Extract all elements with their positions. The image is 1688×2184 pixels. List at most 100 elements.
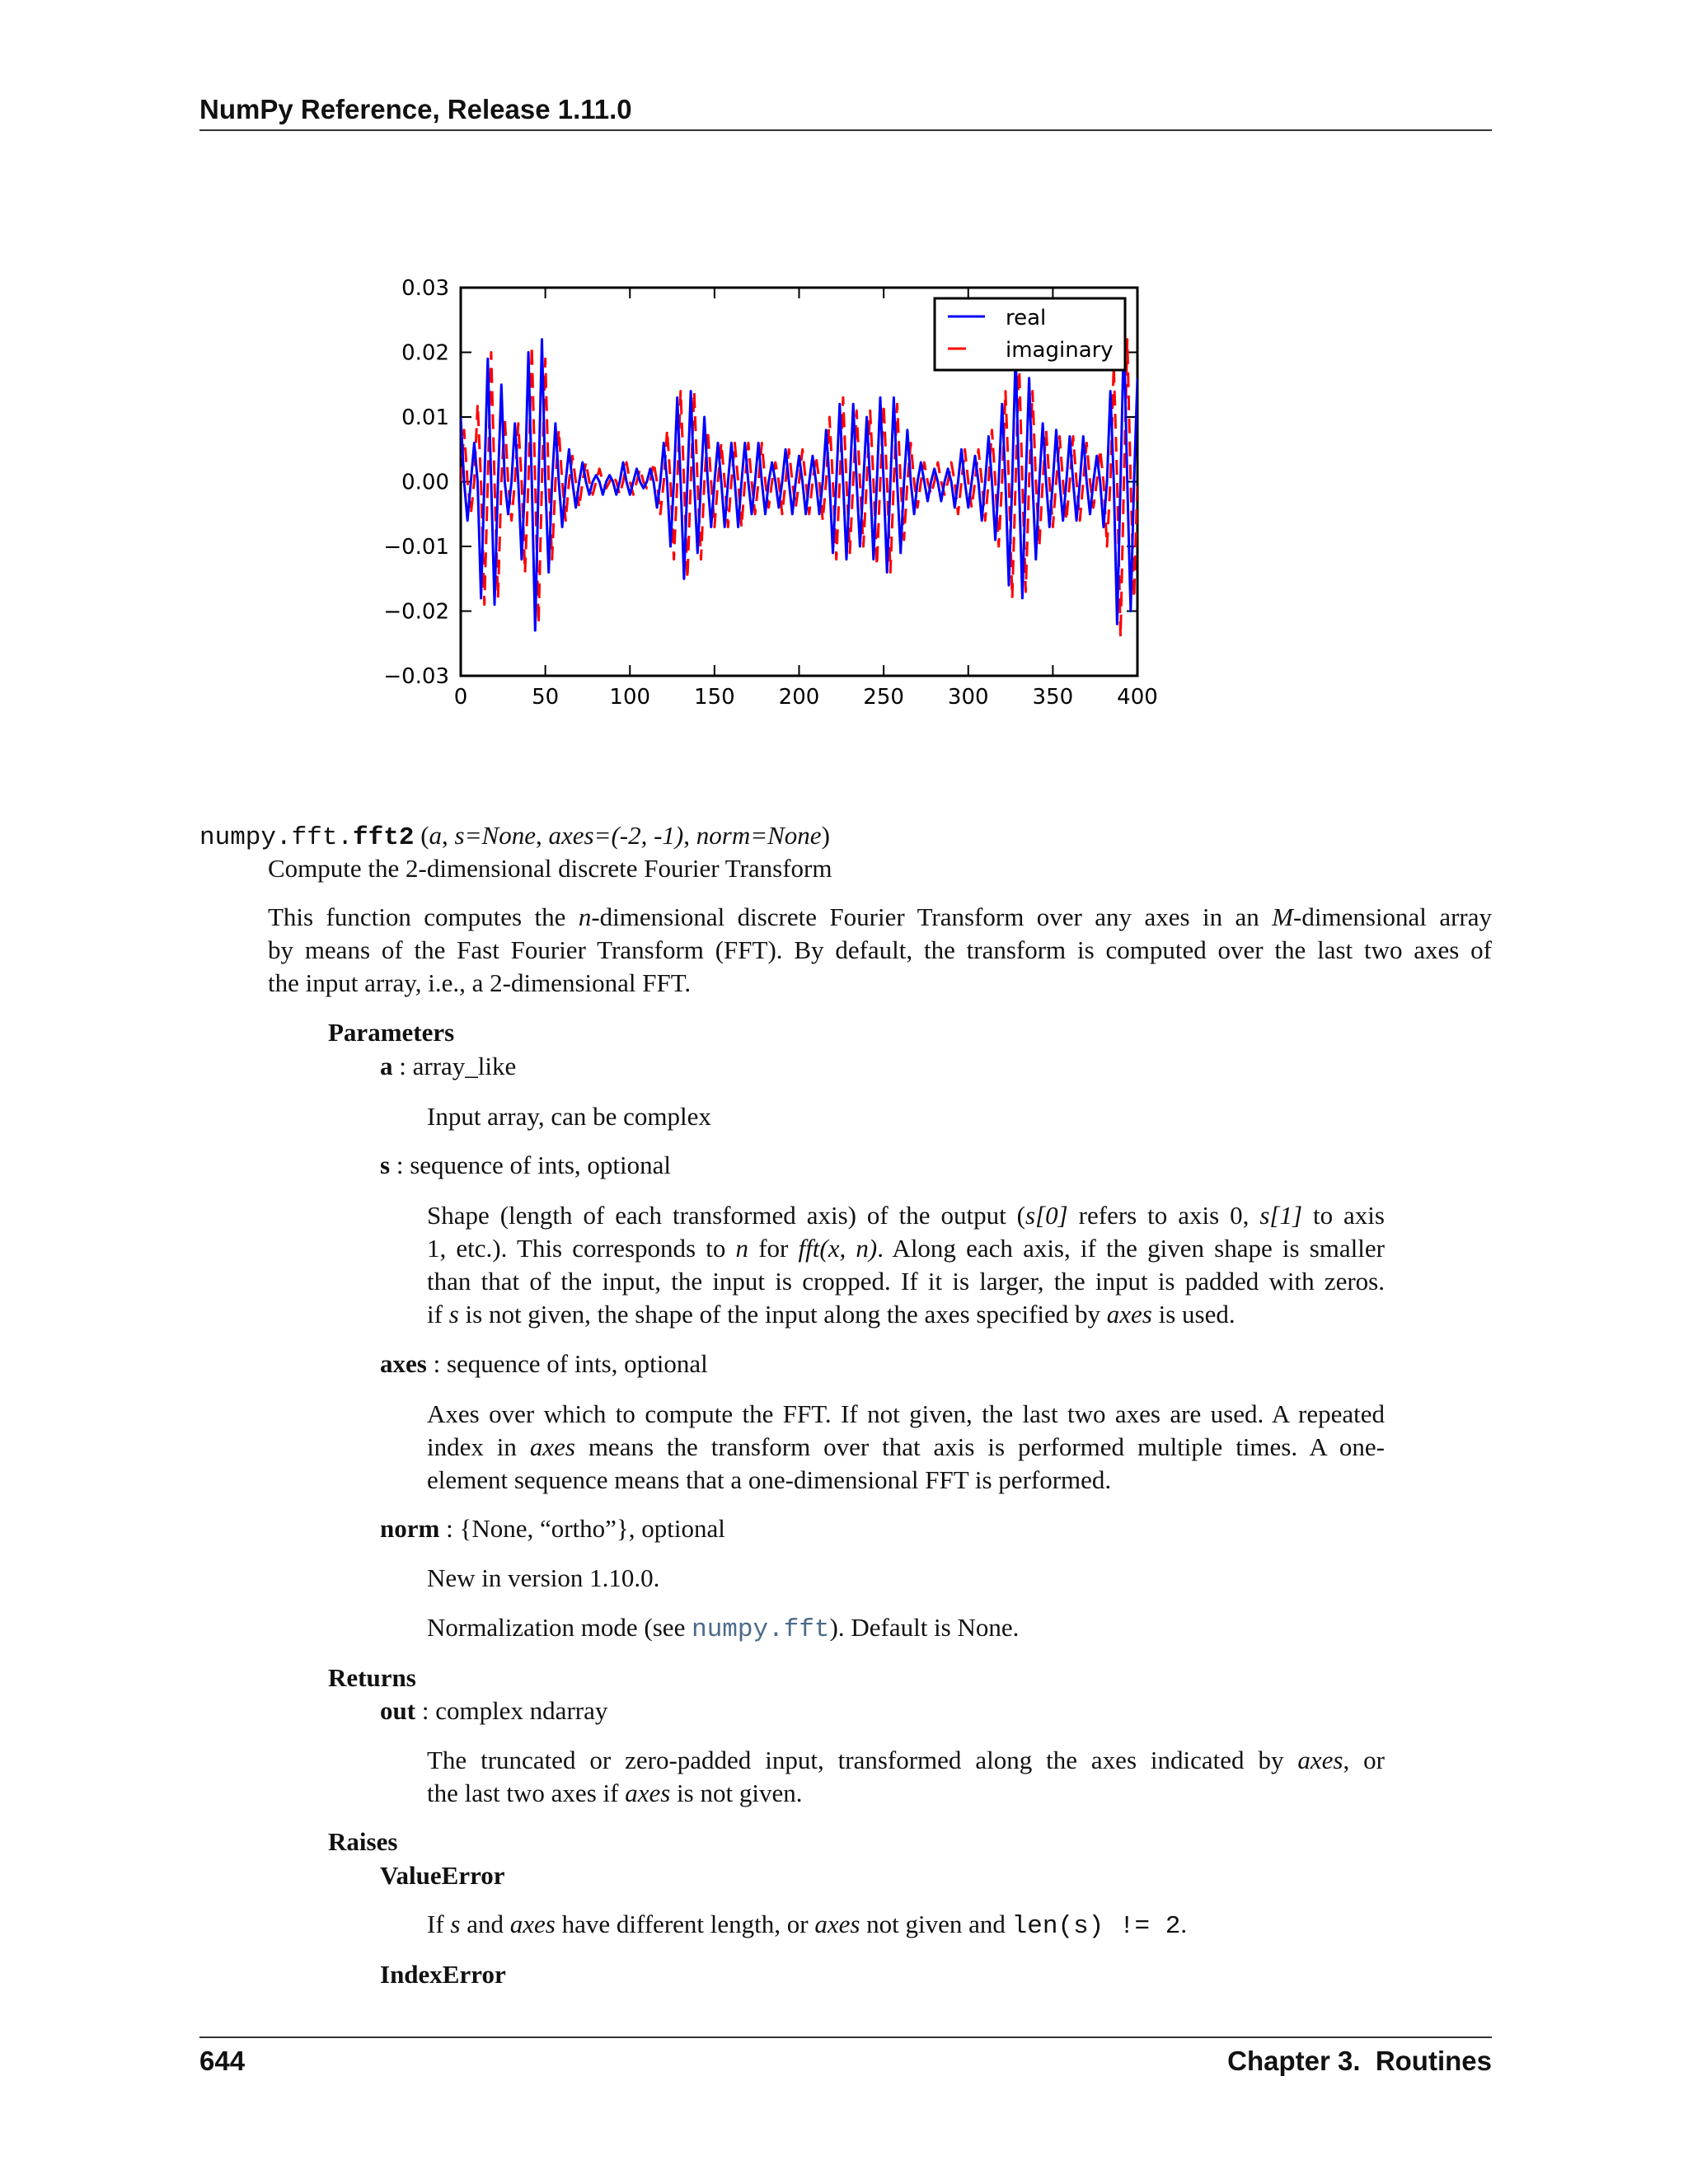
series-line-imaginary	[461, 338, 1137, 639]
text-segment: .	[1180, 1910, 1188, 1938]
text-segment: ,	[535, 821, 549, 850]
text-segment: Input array, can be complex	[427, 1102, 711, 1131]
text-segment: axes=(-2, -1)	[548, 821, 684, 850]
text-segment: than that of the input, the input is cro…	[427, 1267, 1385, 1296]
text-line: the last two axes if axes is not given.	[427, 1777, 1385, 1810]
text-segment: by means of the Fast Fourier Transform (…	[268, 935, 1492, 964]
text-segment: : sequence of ints, optional	[426, 1349, 708, 1378]
text-segment: 1, etc.). This corresponds to	[427, 1234, 736, 1263]
returns-heading: Returns	[328, 1663, 416, 1692]
text-segment: . Along each axis, if the given shape is…	[877, 1234, 1385, 1263]
param-norm: norm : {None, “ortho”}, optional	[380, 1512, 725, 1545]
page-number: 644	[199, 2046, 246, 2076]
x-tick-label: 250	[863, 685, 904, 710]
text-line: the input array, i.e., a 2-dimensional F…	[268, 967, 1492, 1000]
text-segment: This function computes the	[268, 902, 579, 931]
text-segment: element sequence means that a one-dimens…	[427, 1465, 1112, 1494]
text-line: index in axes means the transform over t…	[427, 1431, 1385, 1464]
text-segment: a	[429, 821, 443, 850]
text-line: Input array, can be complex	[427, 1100, 1385, 1133]
function-summary: Compute the 2-dimensional discrete Fouri…	[268, 854, 832, 883]
param-axes: axes : sequence of ints, optional	[380, 1347, 708, 1380]
y-tick-label: 0.02	[401, 341, 449, 366]
text-line: New in version 1.10.0.	[427, 1562, 1385, 1595]
text-segment: for	[748, 1234, 799, 1263]
legend: real imaginary	[933, 297, 1127, 372]
text-segment: is not given, the shape of the input alo…	[458, 1300, 1107, 1329]
text-line: element sequence means that a one-dimens…	[427, 1464, 1385, 1497]
text-segment: If	[427, 1910, 451, 1938]
text-segment: ,	[683, 821, 696, 850]
param-norm-version: New in version 1.10.0.	[427, 1562, 1385, 1595]
text-line: Normalization mode (see numpy.fft). Defa…	[427, 1611, 1385, 1647]
text-segment: ,	[442, 821, 455, 850]
legend-box	[933, 297, 1127, 372]
text-segment: index in	[427, 1432, 530, 1461]
text-segment: len(s) != 2	[1011, 1912, 1181, 1941]
parameters-heading: Parameters	[328, 1018, 455, 1047]
text-line: Axes over which to compute the FFT. If n…	[427, 1398, 1385, 1431]
text-segment: means the transform over that axis is pe…	[574, 1432, 1385, 1461]
text-segment: Normalization mode (see	[427, 1613, 692, 1642]
text-segment: if	[427, 1300, 449, 1329]
x-tick-label: 100	[609, 685, 650, 710]
text-segment: s	[380, 1151, 391, 1179]
param-s: s : sequence of ints, optional	[380, 1149, 671, 1182]
text-segment: s=None	[454, 821, 536, 850]
raises-heading: Raises	[328, 1827, 398, 1856]
x-tick-label: 200	[779, 685, 820, 710]
text-segment: to axis	[1302, 1201, 1385, 1230]
text-segment: axes	[380, 1349, 427, 1378]
raise-valueerror-description: If s and axes have different length, or …	[427, 1908, 1385, 1943]
text-segment: : array_like	[392, 1052, 517, 1080]
text-line: than that of the input, the input is cro…	[427, 1265, 1385, 1298]
param-axes-description: Axes over which to compute the FFT. If n…	[427, 1398, 1385, 1497]
text-segment: : sequence of ints, optional	[390, 1151, 672, 1179]
footer-rule	[199, 2036, 1492, 2038]
text-segment: is used.	[1151, 1300, 1236, 1329]
legend-imaginary-label: imaginary	[1006, 338, 1114, 363]
intro-paragraph: This function computes the n -dimensional…	[268, 901, 1492, 1000]
text-line: If s and axes have different length, or …	[427, 1908, 1385, 1943]
text-segment: s	[450, 1910, 461, 1938]
text-segment: ). Default is None.	[829, 1613, 1020, 1642]
text-line: The truncated or zero-padded input, tran…	[427, 1744, 1385, 1777]
text-segment: norm	[380, 1514, 440, 1543]
text-segment: norm=None	[696, 821, 822, 850]
text-segment: axes	[529, 1432, 575, 1461]
x-tick-label: 0	[454, 685, 468, 710]
text-segment: fft(x, n)	[798, 1234, 878, 1263]
text-segment: New in version 1.10.0.	[427, 1563, 660, 1592]
fft-plot: 0 50 100 150 200 250 300 350 400 0.03 0.02 0.01 0.00…	[383, 276, 1158, 710]
text-segment: The truncated or zero-padded input, tran…	[427, 1746, 1298, 1774]
text-segment: Shape (length of each transformed axis) …	[427, 1201, 1026, 1230]
text-segment: axes	[509, 1910, 556, 1938]
raise-valueerror: ValueError	[380, 1861, 505, 1890]
text-segment: and	[460, 1910, 510, 1938]
text-segment: n	[578, 902, 592, 931]
text-segment: )	[821, 821, 830, 850]
doc-link[interactable]: numpy.fft	[692, 1615, 830, 1644]
text-segment: the last two axes if	[427, 1779, 626, 1807]
legend-real-label: real	[1006, 306, 1046, 330]
text-segment: -dimensional array	[1293, 902, 1492, 931]
param-a: a : array_like	[380, 1050, 516, 1083]
param-norm-description: Normalization mode (see numpy.fft). Defa…	[427, 1611, 1385, 1647]
return-out-description: The truncated or zero-padded input, tran…	[427, 1744, 1385, 1810]
x-tick-label: 400	[1117, 685, 1158, 710]
text-line: if s is not given, the shape of the inpu…	[427, 1298, 1385, 1331]
running-header: NumPy Reference, Release 1.11.0	[199, 94, 632, 124]
text-segment: (	[414, 821, 429, 850]
text-segment: , or	[1343, 1746, 1386, 1774]
text-line: 1, etc.). This corresponds to n for fft(…	[427, 1232, 1385, 1265]
y-tick-label: −0.03	[383, 664, 449, 689]
text-segment: s[0]	[1025, 1201, 1068, 1230]
param-s-description: Shape (length of each transformed axis) …	[427, 1199, 1385, 1331]
y-tick-label: 0.00	[401, 471, 449, 495]
header-rule	[199, 129, 1492, 131]
text-segment: : complex ndarray	[415, 1696, 608, 1725]
series-line-real	[461, 331, 1137, 632]
y-tick-label: −0.01	[383, 535, 449, 560]
x-tick-label: 50	[532, 685, 559, 710]
text-segment: n	[735, 1234, 749, 1263]
